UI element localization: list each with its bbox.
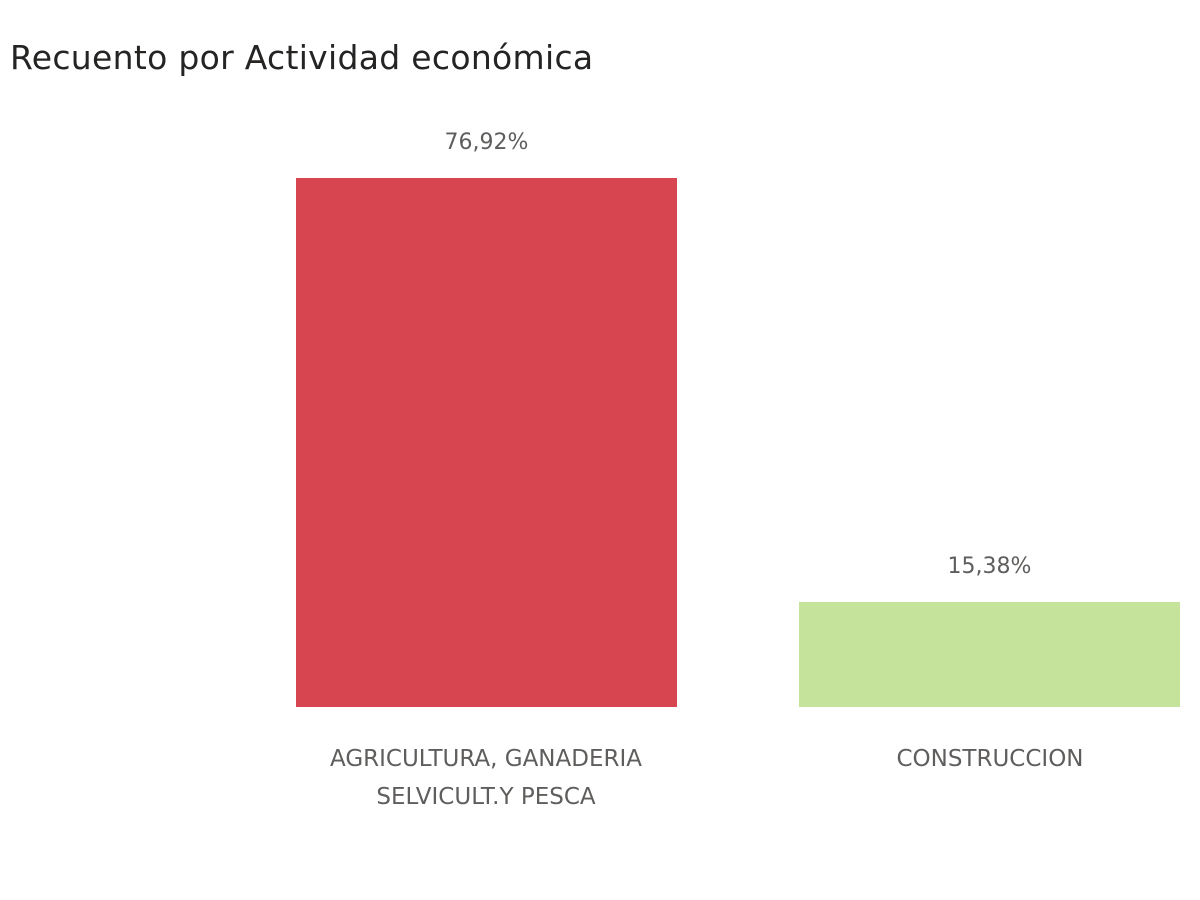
bar-agricultura[interactable] xyxy=(296,178,677,707)
category-line: AGRICULTURA, GANADERIA xyxy=(330,746,642,772)
category-line: CONSTRUCCION xyxy=(896,746,1084,772)
bar-value-label: 15,38% xyxy=(947,554,1032,579)
chart-title: Recuento por Actividad económica xyxy=(10,38,594,77)
category-line: SELVICULT.Y PESCA xyxy=(376,784,596,810)
x-axis-category-label: CONSTRUCCION xyxy=(760,740,1200,778)
bar-value-label: 76,92% xyxy=(444,130,529,155)
x-axis-category-label: AGRICULTURA, GANADERIA SELVICULT.Y PESCA xyxy=(256,740,716,816)
bar-construccion[interactable] xyxy=(799,602,1180,707)
